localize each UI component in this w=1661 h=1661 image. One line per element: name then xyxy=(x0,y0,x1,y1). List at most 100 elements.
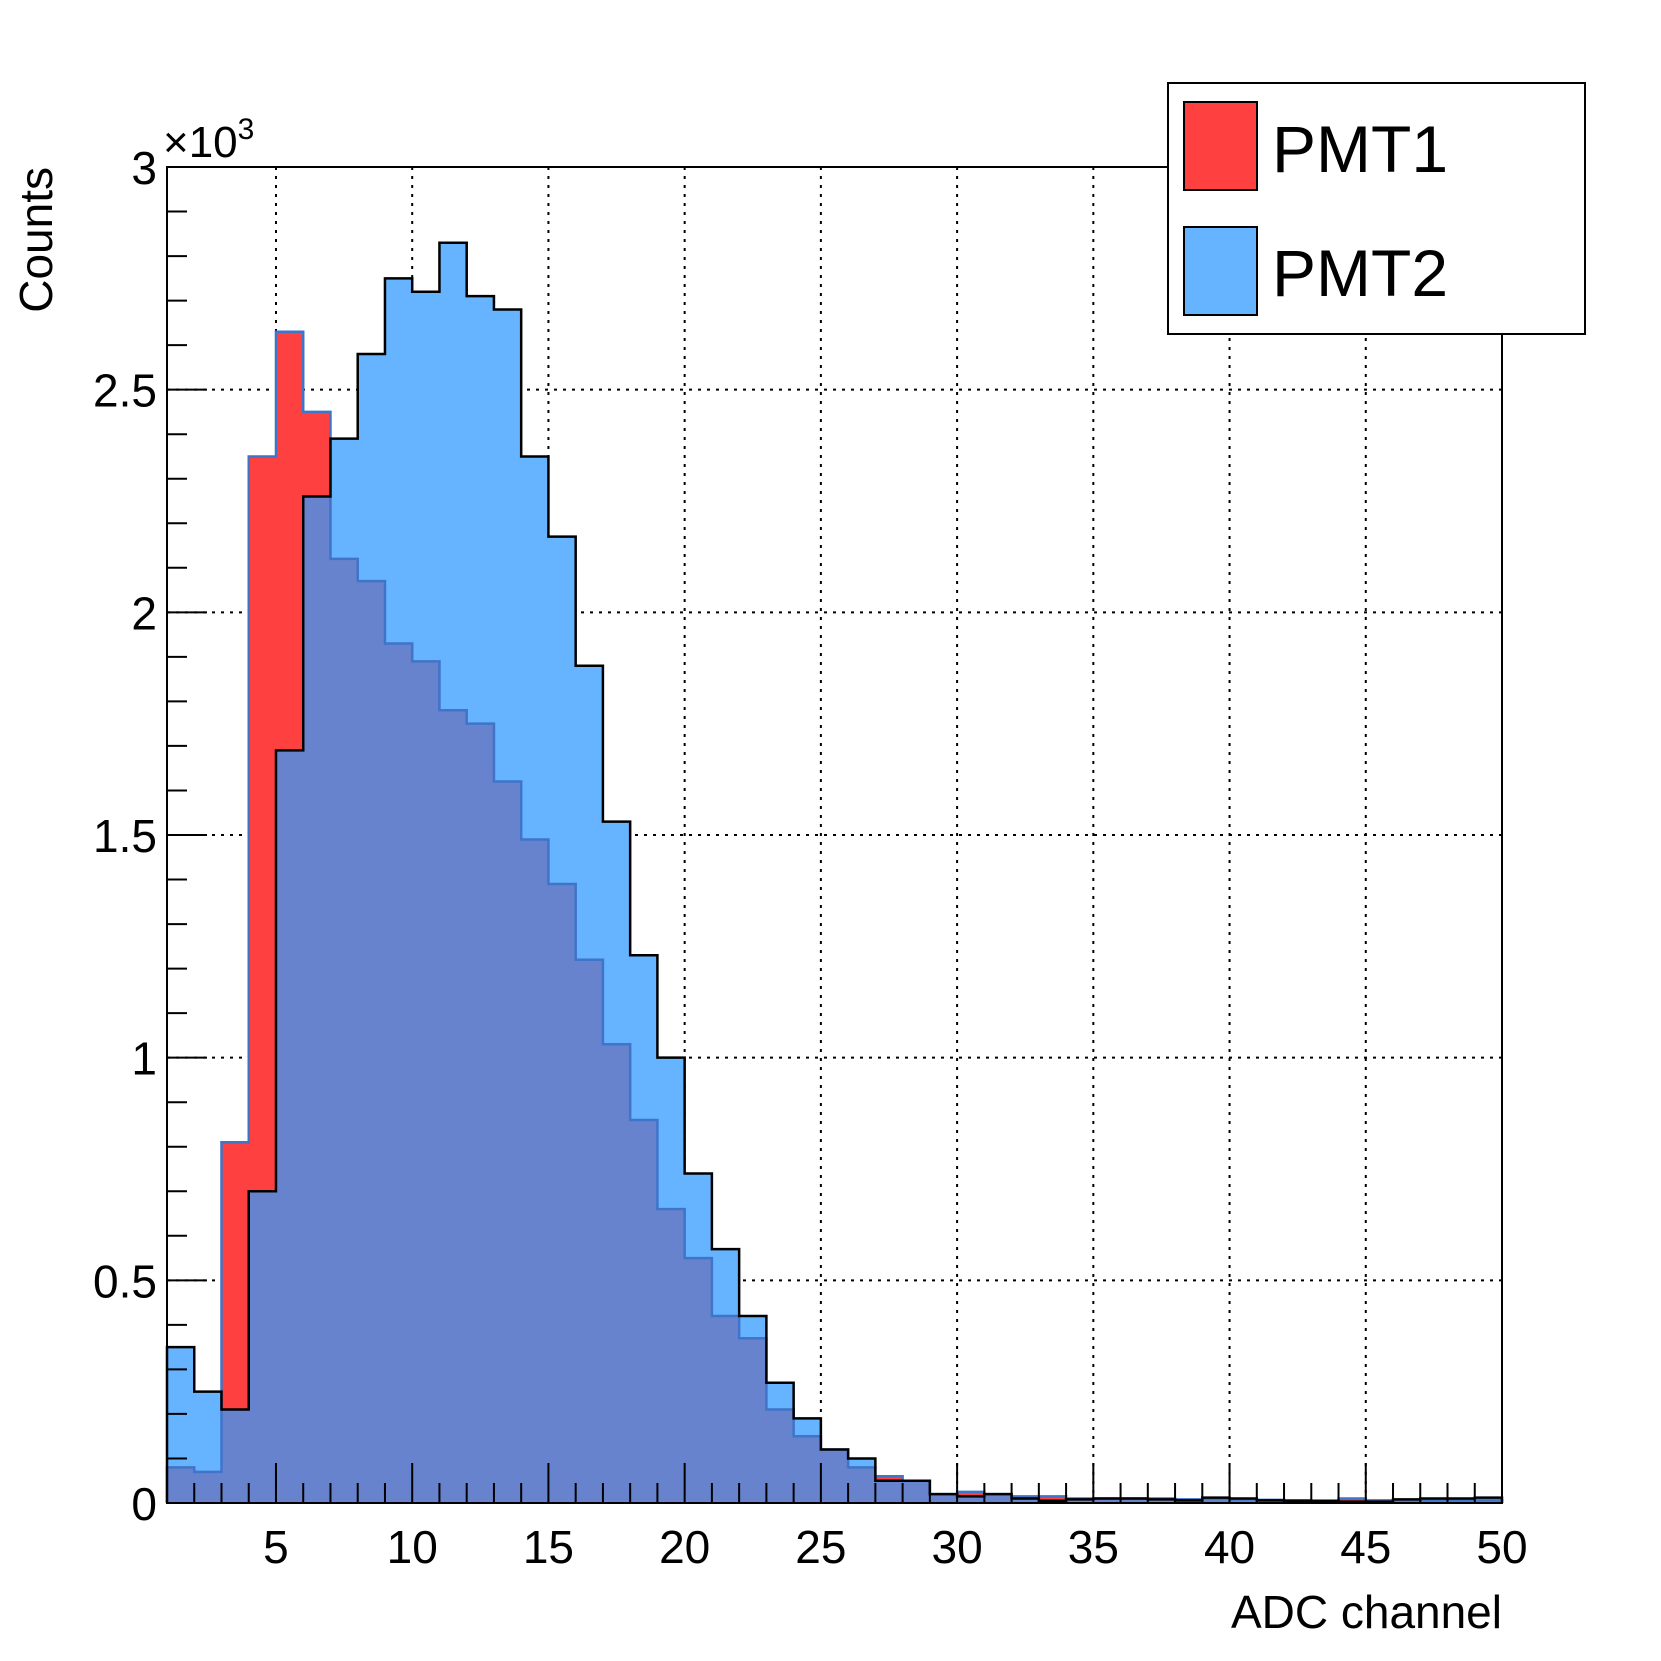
y-axis-multiplier-exponent: 3 xyxy=(238,113,255,146)
bar-pmt1 xyxy=(248,456,277,1192)
bar-overlap xyxy=(739,1338,767,1503)
bar-pmt1 xyxy=(875,1476,904,1481)
x-tick-label: 25 xyxy=(795,1521,846,1573)
bar-overlap xyxy=(221,1409,250,1503)
x-tick-label: 10 xyxy=(387,1521,438,1573)
bar-overlap xyxy=(1447,1500,1476,1503)
bar-pmt2 xyxy=(439,242,468,711)
bar-overlap xyxy=(602,1044,631,1503)
histogram-bars xyxy=(165,241,1504,1504)
y-tick-label: 1 xyxy=(131,1033,157,1085)
axis-ticks xyxy=(166,166,1503,1504)
bar-overlap xyxy=(439,710,468,1503)
y-tick-label: 2 xyxy=(131,587,157,639)
bar-pmt1 xyxy=(957,1491,985,1497)
bar-overlap xyxy=(1474,1500,1503,1503)
bar-overlap xyxy=(1420,1500,1449,1503)
bar-pmt2 xyxy=(1474,1497,1503,1501)
bar-overlap xyxy=(303,496,331,1504)
legend-label-pmt1: PMT1 xyxy=(1272,112,1448,186)
x-tick-label: 50 xyxy=(1476,1521,1527,1573)
bar-overlap xyxy=(493,781,522,1503)
bar-overlap xyxy=(1175,1500,1203,1503)
bar-pmt2 xyxy=(848,1458,876,1468)
bar-overlap xyxy=(875,1480,904,1503)
y-axis-multiplier-base: ×10 xyxy=(163,118,238,167)
bar-pmt2 xyxy=(493,309,522,782)
y-axis-multiplier: ×103 xyxy=(163,113,254,167)
x-axis-title: ADC channel xyxy=(1231,1586,1502,1638)
bar-overlap xyxy=(684,1258,713,1503)
bar-overlap xyxy=(1120,1498,1149,1503)
y-tick-label: 0.5 xyxy=(93,1255,157,1307)
x-tick-label: 5 xyxy=(263,1521,289,1573)
bar-overlap xyxy=(793,1436,822,1503)
bar-pmt2 xyxy=(384,278,413,644)
bar-overlap xyxy=(384,643,413,1503)
bar-pmt2 xyxy=(357,354,386,582)
bar-overlap xyxy=(548,883,577,1503)
bar-overlap xyxy=(1393,1500,1421,1503)
bar-overlap xyxy=(1147,1499,1176,1503)
bar-overlap xyxy=(711,1315,740,1503)
bar-overlap xyxy=(330,558,359,1503)
x-tick-label: 40 xyxy=(1204,1521,1255,1573)
legend-swatch-pmt1 xyxy=(1183,101,1258,191)
bar-pmt2 xyxy=(412,291,440,662)
bar-overlap xyxy=(466,723,495,1503)
legend-swatch-pmt2 xyxy=(1183,226,1258,316)
tick-labels: 5 10 15 20 25 30 35 40 45 50 0 0.5 1 1.5 2 2.5 3 xyxy=(93,142,1528,1573)
bar-pmt1 xyxy=(275,331,304,751)
bar-pmt2 xyxy=(194,1391,222,1472)
bar-pmt2 xyxy=(684,1173,713,1259)
bar-overlap xyxy=(957,1496,985,1503)
bar-overlap xyxy=(1202,1498,1231,1503)
bar-pmt2 xyxy=(167,1347,195,1468)
bar-overlap xyxy=(167,1467,195,1503)
bar-overlap xyxy=(820,1449,849,1503)
bar-pmt1 xyxy=(303,411,331,497)
bar-pmt2 xyxy=(330,438,359,559)
bar-pmt2 xyxy=(711,1249,740,1316)
bar-overlap xyxy=(357,581,386,1503)
bar-overlap xyxy=(766,1409,795,1503)
y-tick-label: 0 xyxy=(131,1478,157,1530)
bar-overlap xyxy=(1229,1499,1258,1503)
bar-pmt2 xyxy=(630,955,658,1121)
bar-pmt1 xyxy=(1038,1496,1067,1501)
bar-pmt2 xyxy=(657,1057,686,1210)
bar-pmt2 xyxy=(766,1382,795,1410)
x-tick-label: 35 xyxy=(1068,1521,1119,1573)
bar-overlap xyxy=(248,1191,277,1503)
bar-pmt2 xyxy=(602,821,631,1045)
bar-overlap xyxy=(1093,1498,1122,1503)
y-tick-label: 2.5 xyxy=(93,365,157,417)
bar-overlap xyxy=(521,839,549,1503)
bar-overlap xyxy=(657,1209,686,1503)
y-tick-label: 1.5 xyxy=(93,810,157,862)
bar-overlap xyxy=(1011,1498,1040,1503)
bar-overlap xyxy=(984,1494,1013,1503)
bar-overlap xyxy=(630,1120,658,1503)
y-axis-title: Counts xyxy=(10,167,62,313)
bar-pmt2 xyxy=(521,456,549,840)
x-tick-label: 45 xyxy=(1340,1521,1391,1573)
bar-overlap xyxy=(902,1480,931,1503)
bar-overlap xyxy=(1256,1500,1285,1503)
bar-pmt2 xyxy=(466,296,495,724)
bar-pmt2 xyxy=(793,1418,822,1437)
bar-overlap xyxy=(194,1471,222,1503)
bar-pmt2 xyxy=(548,536,577,884)
bar-overlap xyxy=(1066,1499,1094,1503)
legend: PMT1 PMT2 xyxy=(1167,82,1586,335)
bar-pmt1 xyxy=(1338,1498,1367,1502)
bar-pmt2 xyxy=(575,665,604,960)
bar-overlap xyxy=(412,661,440,1503)
bar-overlap xyxy=(848,1467,876,1503)
x-tick-label: 15 xyxy=(523,1521,574,1573)
bar-overlap xyxy=(275,750,304,1503)
bar-overlap xyxy=(575,959,604,1503)
bar-overlap xyxy=(929,1494,958,1503)
x-tick-label: 30 xyxy=(932,1521,983,1573)
